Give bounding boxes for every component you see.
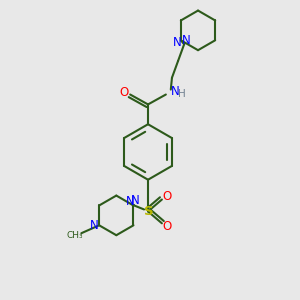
Text: N: N xyxy=(172,36,181,49)
Text: O: O xyxy=(162,190,172,203)
Text: CH₃: CH₃ xyxy=(66,231,83,240)
Text: N: N xyxy=(126,195,135,208)
Text: O: O xyxy=(162,220,172,233)
Text: N: N xyxy=(90,219,99,232)
Text: N: N xyxy=(131,194,140,207)
Text: N: N xyxy=(170,85,179,98)
Text: N: N xyxy=(182,34,190,47)
Text: S: S xyxy=(144,205,154,218)
Text: O: O xyxy=(120,86,129,99)
Text: H: H xyxy=(178,88,186,98)
